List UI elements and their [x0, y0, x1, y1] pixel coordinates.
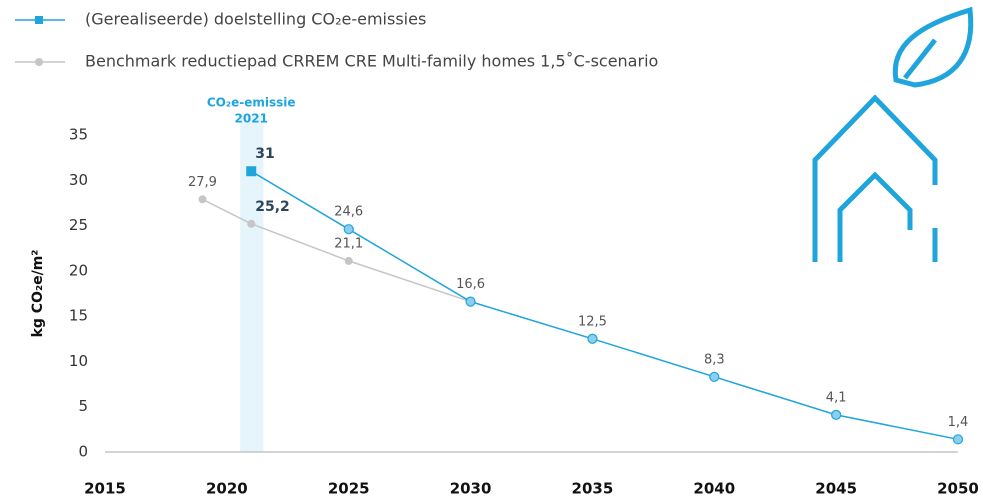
house-icon: [812, 6, 974, 262]
value-label: 31: [255, 146, 274, 162]
x-tick-label: 2035: [572, 480, 614, 498]
value-label: 16,6: [456, 277, 485, 292]
point-marker: [246, 166, 257, 177]
point-marker: [587, 333, 598, 344]
x-tick-label: 2015: [84, 480, 126, 498]
annotation: CO₂e-emissie: [207, 96, 296, 110]
x-tick-label: 2030: [450, 480, 492, 498]
legend-marker: [35, 58, 43, 66]
y-tick-label: 5: [78, 397, 88, 415]
legend-label: Benchmark reductiepad CRREM CRE Multi-fa…: [85, 52, 658, 71]
x-tick-label: 2025: [328, 480, 370, 498]
legend-label: (Gerealiseerde) doelstelling CO₂e-emissi…: [85, 10, 426, 29]
value-label: 4,1: [826, 390, 847, 405]
legend-marker: [35, 16, 43, 24]
point-marker: [343, 224, 354, 235]
y-tick-label: 20: [69, 261, 88, 279]
x-tick-label: 2040: [693, 480, 735, 498]
value-label: 21,1: [334, 236, 363, 251]
x-tick-label: 2050: [937, 480, 979, 498]
highlight-band: [240, 115, 264, 452]
y-tick-label: 35: [69, 126, 88, 144]
value-label: 24,6: [334, 205, 363, 220]
value-label: 1,4: [948, 415, 969, 430]
point-marker: [198, 195, 207, 204]
value-label: 25,2: [255, 199, 290, 215]
point-marker: [952, 434, 964, 445]
y-tick-label: 0: [78, 443, 88, 461]
point-marker: [465, 296, 476, 307]
series-line: [202, 198, 471, 303]
point-marker: [709, 371, 720, 382]
point-marker: [247, 219, 256, 228]
point-marker: [831, 409, 842, 420]
y-axis-label: kg CO₂e/m²: [30, 250, 46, 338]
point-marker: [344, 256, 353, 265]
y-tick-label: 15: [69, 307, 88, 325]
y-tick-label: 10: [69, 352, 88, 370]
value-label: 27,9: [188, 175, 217, 190]
annotation: 2021: [235, 112, 268, 126]
x-tick-label: 2045: [815, 480, 857, 498]
y-tick-label: 30: [69, 171, 88, 189]
y-tick-label: 25: [69, 216, 88, 234]
value-label: 12,5: [578, 314, 607, 329]
value-label: 8,3: [704, 352, 725, 367]
x-tick-label: 2020: [206, 480, 248, 498]
